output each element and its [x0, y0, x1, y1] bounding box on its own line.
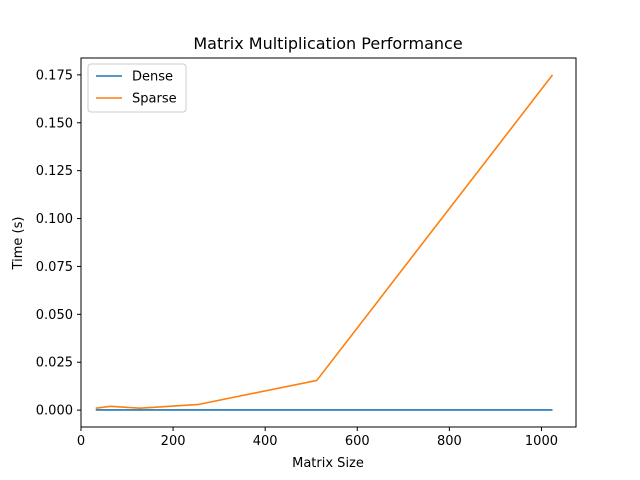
y-tick-label: 0.125 — [36, 164, 73, 179]
y-tick-label: 0.050 — [36, 308, 73, 323]
legend: Dense Sparse — [87, 63, 187, 113]
chart-title: Matrix Multiplication Performance — [193, 34, 462, 53]
x-tick-label: 400 — [253, 434, 278, 449]
y-tick-label: 0.175 — [36, 68, 73, 83]
x-tick-label: 800 — [437, 434, 462, 449]
legend-label-dense: Dense — [132, 70, 173, 85]
x-tick-label: 200 — [161, 434, 186, 449]
x-axis-label: Matrix Size — [292, 456, 364, 471]
y-axis-label: Time (s) — [11, 217, 26, 271]
y-tick-label: 0.075 — [36, 260, 73, 275]
series-line-sparse — [95, 74, 554, 410]
y-tick-label: 0.000 — [36, 404, 73, 419]
x-tick-label: 0 — [77, 434, 85, 449]
plot-area — [95, 74, 554, 411]
y-tick-label: 0.025 — [36, 356, 73, 371]
x-tick-label: 1000 — [525, 434, 558, 449]
y-tick-label: 0.150 — [36, 116, 73, 131]
x-tick-label: 600 — [345, 434, 370, 449]
legend-label-sparse: Sparse — [132, 92, 177, 107]
axis-ticks: 0 200 400 600 800 1000 0.000 0.025 0.050 0.075 0.1… — [36, 68, 558, 449]
plot-frame — [80, 57, 577, 428]
y-tick-label: 0.100 — [36, 212, 73, 227]
